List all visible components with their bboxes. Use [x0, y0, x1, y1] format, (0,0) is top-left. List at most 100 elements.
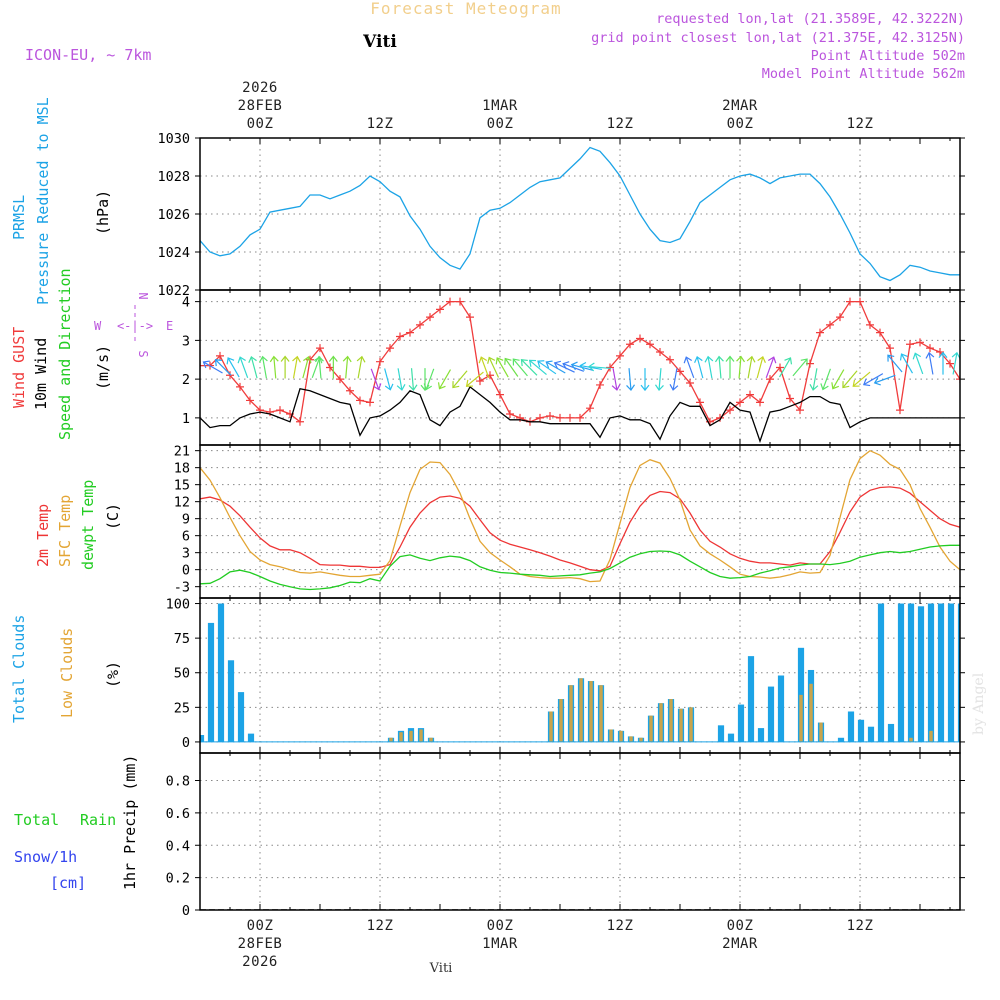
wind-arrow-head	[736, 355, 746, 363]
wind-arrow-head	[842, 381, 850, 389]
gust-marker	[656, 348, 664, 356]
model-altitude: Model Point Altitude 562m	[762, 66, 965, 82]
wind-direction-arrow	[452, 370, 468, 389]
gust-marker	[876, 328, 884, 337]
gust-marker	[916, 338, 924, 347]
pressure-label-desc: Pressure Reduced to MSL	[34, 97, 52, 305]
wind-direction-arrow	[873, 374, 896, 386]
temperature-ytick-label: -3	[174, 580, 190, 596]
clouds-bar-low-clouds	[559, 699, 563, 742]
gust-marker	[476, 377, 484, 386]
wind-arrow-head	[611, 384, 621, 391]
top-axis-label: 00Z	[247, 116, 274, 132]
gust-marker	[426, 313, 434, 322]
wind-arrow-head	[512, 358, 520, 366]
wind-direction-arrow	[951, 351, 960, 375]
wind-arrow-head	[202, 360, 210, 369]
clouds-bar-total-clouds	[927, 603, 935, 742]
clouds-bar-low-clouds	[799, 694, 803, 742]
wind-arrow-shaft	[504, 358, 519, 377]
point-altitude: Point Altitude 502m	[811, 48, 965, 64]
wind-arrow-head	[226, 357, 235, 365]
precip-ytick-label: 0.6	[166, 806, 190, 822]
wind-arrow-shaft	[239, 356, 249, 379]
wind-arrow-head	[694, 355, 703, 363]
clouds-bar-total-clouds	[237, 692, 245, 742]
pressure-line-prmsl	[200, 146, 960, 282]
wind-arrow-head	[887, 354, 895, 362]
clouds-ytick-label: 25	[174, 700, 190, 716]
top-axis-label: 12Z	[367, 116, 394, 132]
bottom-axis-label: 28FEB	[238, 936, 283, 952]
gust-marker	[546, 411, 554, 420]
wind-panel-labels: Wind GUST 10m Wind Speed and Direction (…	[10, 268, 173, 440]
wind-gust-label: Wind GUST	[10, 327, 28, 408]
wind-arrow-shaft	[580, 364, 603, 371]
wind-direction-arrow	[611, 368, 621, 391]
gust-marker	[346, 386, 354, 395]
temperature-ytick-label: 0	[182, 563, 190, 579]
wind-arrow-head	[384, 383, 394, 391]
pressure-ytick-label: 1030	[157, 131, 190, 147]
gust-marker	[956, 375, 960, 384]
gust-marker	[586, 404, 594, 413]
pressure-plot-area	[200, 146, 960, 282]
gust-marker	[566, 413, 574, 422]
clouds-bar-low-clouds	[619, 730, 623, 742]
wind-direction-arrow	[899, 353, 914, 374]
temperature-line-sfc-temp	[200, 449, 960, 583]
gust-marker	[506, 410, 514, 418]
gust-marker	[736, 398, 744, 407]
wind-direction-arrow	[925, 351, 935, 375]
wind-arrow-head	[725, 355, 735, 362]
wind-direction-arrow	[862, 373, 884, 387]
wind-arrow-shaft	[756, 356, 764, 379]
wind-arrow-head	[437, 382, 446, 390]
wind-arrow-head	[408, 384, 418, 392]
wind-direction-arrow	[842, 370, 858, 389]
temperature-ytick-label: 15	[174, 478, 190, 494]
wind-direction-arrow	[714, 355, 724, 379]
wind-direction-arrow	[588, 362, 612, 372]
clouds-bar-low-clouds	[929, 730, 933, 742]
wind-direction-arrow	[912, 352, 924, 375]
wind-arrow-head	[423, 383, 433, 391]
precip-ytick-label: 0	[182, 903, 190, 919]
location-name: Viti	[362, 32, 397, 52]
wind-direction-arrow	[302, 355, 312, 379]
wind-direction-arrow	[269, 355, 279, 379]
wind-direction-arrow	[408, 368, 418, 392]
wind-arrow-head	[528, 359, 537, 367]
temp-dew-label: dewpt Temp	[79, 480, 97, 570]
wind-arrow-shaft	[345, 356, 349, 379]
wind-direction-arrow	[746, 355, 756, 379]
wind-arrow-shaft	[410, 368, 415, 391]
clouds-bar-total-clouds	[957, 603, 960, 742]
wind-arrow-head	[465, 379, 473, 387]
wind-arrow-shaft	[273, 356, 277, 379]
clouds-bar-total-clouds	[947, 603, 955, 742]
gust-marker	[936, 348, 944, 356]
wind-compass: W E <-|-> N S	[94, 292, 173, 357]
clouds-ytick-label: 50	[174, 666, 190, 682]
wind-arrow-shaft	[452, 370, 468, 388]
gust-marker	[726, 406, 734, 415]
wind-direction-arrow	[258, 355, 268, 379]
gust-marker	[836, 313, 844, 322]
bottom-axis-label: 2026	[242, 954, 278, 970]
gust-marker	[406, 328, 414, 337]
gust-marker	[666, 355, 674, 364]
wind-direction-arrow	[852, 371, 871, 387]
wind-arrow-shaft	[718, 356, 722, 379]
wind-ytick-label: 3	[182, 333, 190, 349]
cloud-low-label: Low Clouds	[58, 628, 76, 718]
wind-direction-arrow	[626, 368, 636, 392]
wind-arrow-head	[269, 355, 279, 363]
wind-direction-arrow	[495, 357, 509, 378]
wind-arrow-shaft	[863, 373, 884, 386]
wind-arrow-shaft	[203, 361, 223, 374]
gust-marker	[296, 417, 304, 426]
wind-direction-arrow	[423, 368, 435, 391]
cloud-unit: (%)	[104, 661, 122, 688]
clouds-bar-total-clouds	[847, 711, 855, 742]
